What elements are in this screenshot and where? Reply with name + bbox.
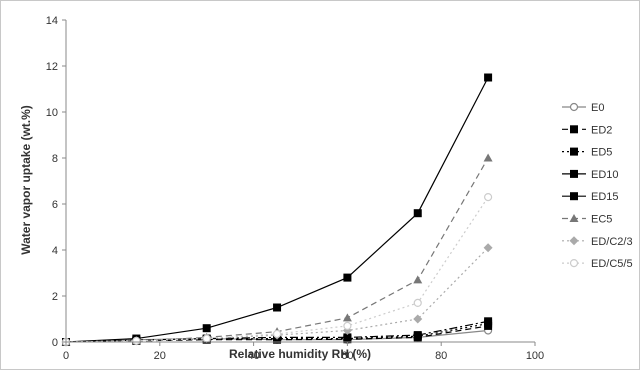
legend-swatch-marker [570,125,578,134]
x-tick-label: 0 [63,350,69,362]
x-axis-title: Relative humidity RH (%) [229,347,371,361]
legend-label: ED/C2/3 [591,236,633,248]
legend-item-ed-c2-3: ED/C2/3 [562,236,633,248]
data-point [343,333,352,342]
legend-label: ED15 [591,191,619,203]
y-tick-label: 8 [52,153,58,165]
data-point [413,314,423,324]
legend-swatch-marker [570,169,578,178]
legend-label: ED5 [591,147,612,159]
data-point [202,334,211,343]
legend-label: E0 [591,102,604,114]
data-point [132,336,141,345]
y-axis-title: Water vapor uptake (wt.%) [19,105,33,255]
legend-item-ec5: EC5 [562,214,612,226]
legend: E0 ED2 ED5 ED10 ED15 EC5 ED/C2/3 ED/C5/5 [562,102,633,270]
data-point [483,243,493,253]
data-point [343,273,352,282]
data-point [413,275,423,284]
y-axis-ticks: 0 2 4 6 8 10 12 14 [46,15,66,349]
data-point [413,298,422,307]
data-point [413,331,422,340]
legend-label: ED2 [591,124,612,136]
data-point [484,193,493,202]
series-line [65,157,489,343]
data-point [484,73,493,82]
data-point [483,153,493,162]
x-tick-label: 80 [435,350,447,362]
y-tick-label: 6 [52,199,58,211]
series-ed-c5-5 [61,193,493,347]
legend-swatch-marker [569,236,579,246]
legend-item-e0: E0 [562,102,604,114]
y-tick-label: 4 [52,245,58,257]
legend-label: ED/C5/5 [591,258,633,270]
x-tick-label: 60 [341,350,353,362]
y-tick-label: 10 [46,107,58,119]
y-tick-label: 12 [46,61,58,73]
x-tick-label: 20 [154,350,166,362]
data-point [202,324,211,333]
y-tick-label: 0 [52,337,58,349]
legend-label: EC5 [591,214,612,226]
legend-item-ed-c5-5: ED/C5/5 [562,258,633,270]
legend-swatch-marker [570,192,578,201]
x-tick-label: 100 [526,350,544,362]
y-tick-label: 2 [52,291,58,303]
legend-item-ed15: ED15 [562,191,619,203]
legend-item-ed10: ED10 [562,169,619,181]
legend-label: ED10 [591,169,619,181]
y-tick-label: 14 [46,15,58,27]
series-ed15 [62,73,493,346]
data-point [273,303,282,312]
data-point [343,321,352,330]
series-line [65,196,489,343]
x-tick-label: 40 [247,350,259,362]
data-point [413,209,422,218]
legend-item-ed5: ED5 [562,147,612,159]
legend-item-ed2: ED2 [562,124,612,136]
data-point [272,329,282,339]
data-point [342,313,352,322]
legend-swatch-marker [569,214,579,222]
plot-area [61,73,493,347]
series-ec5 [61,153,493,346]
legend-swatch-marker [569,259,579,268]
legend-swatch-marker [569,102,579,112]
series-line [65,77,489,343]
data-point [484,317,493,326]
legend-swatch-marker [570,147,578,156]
x-axis-ticks: 0 20 40 60 80 100 [63,342,544,362]
